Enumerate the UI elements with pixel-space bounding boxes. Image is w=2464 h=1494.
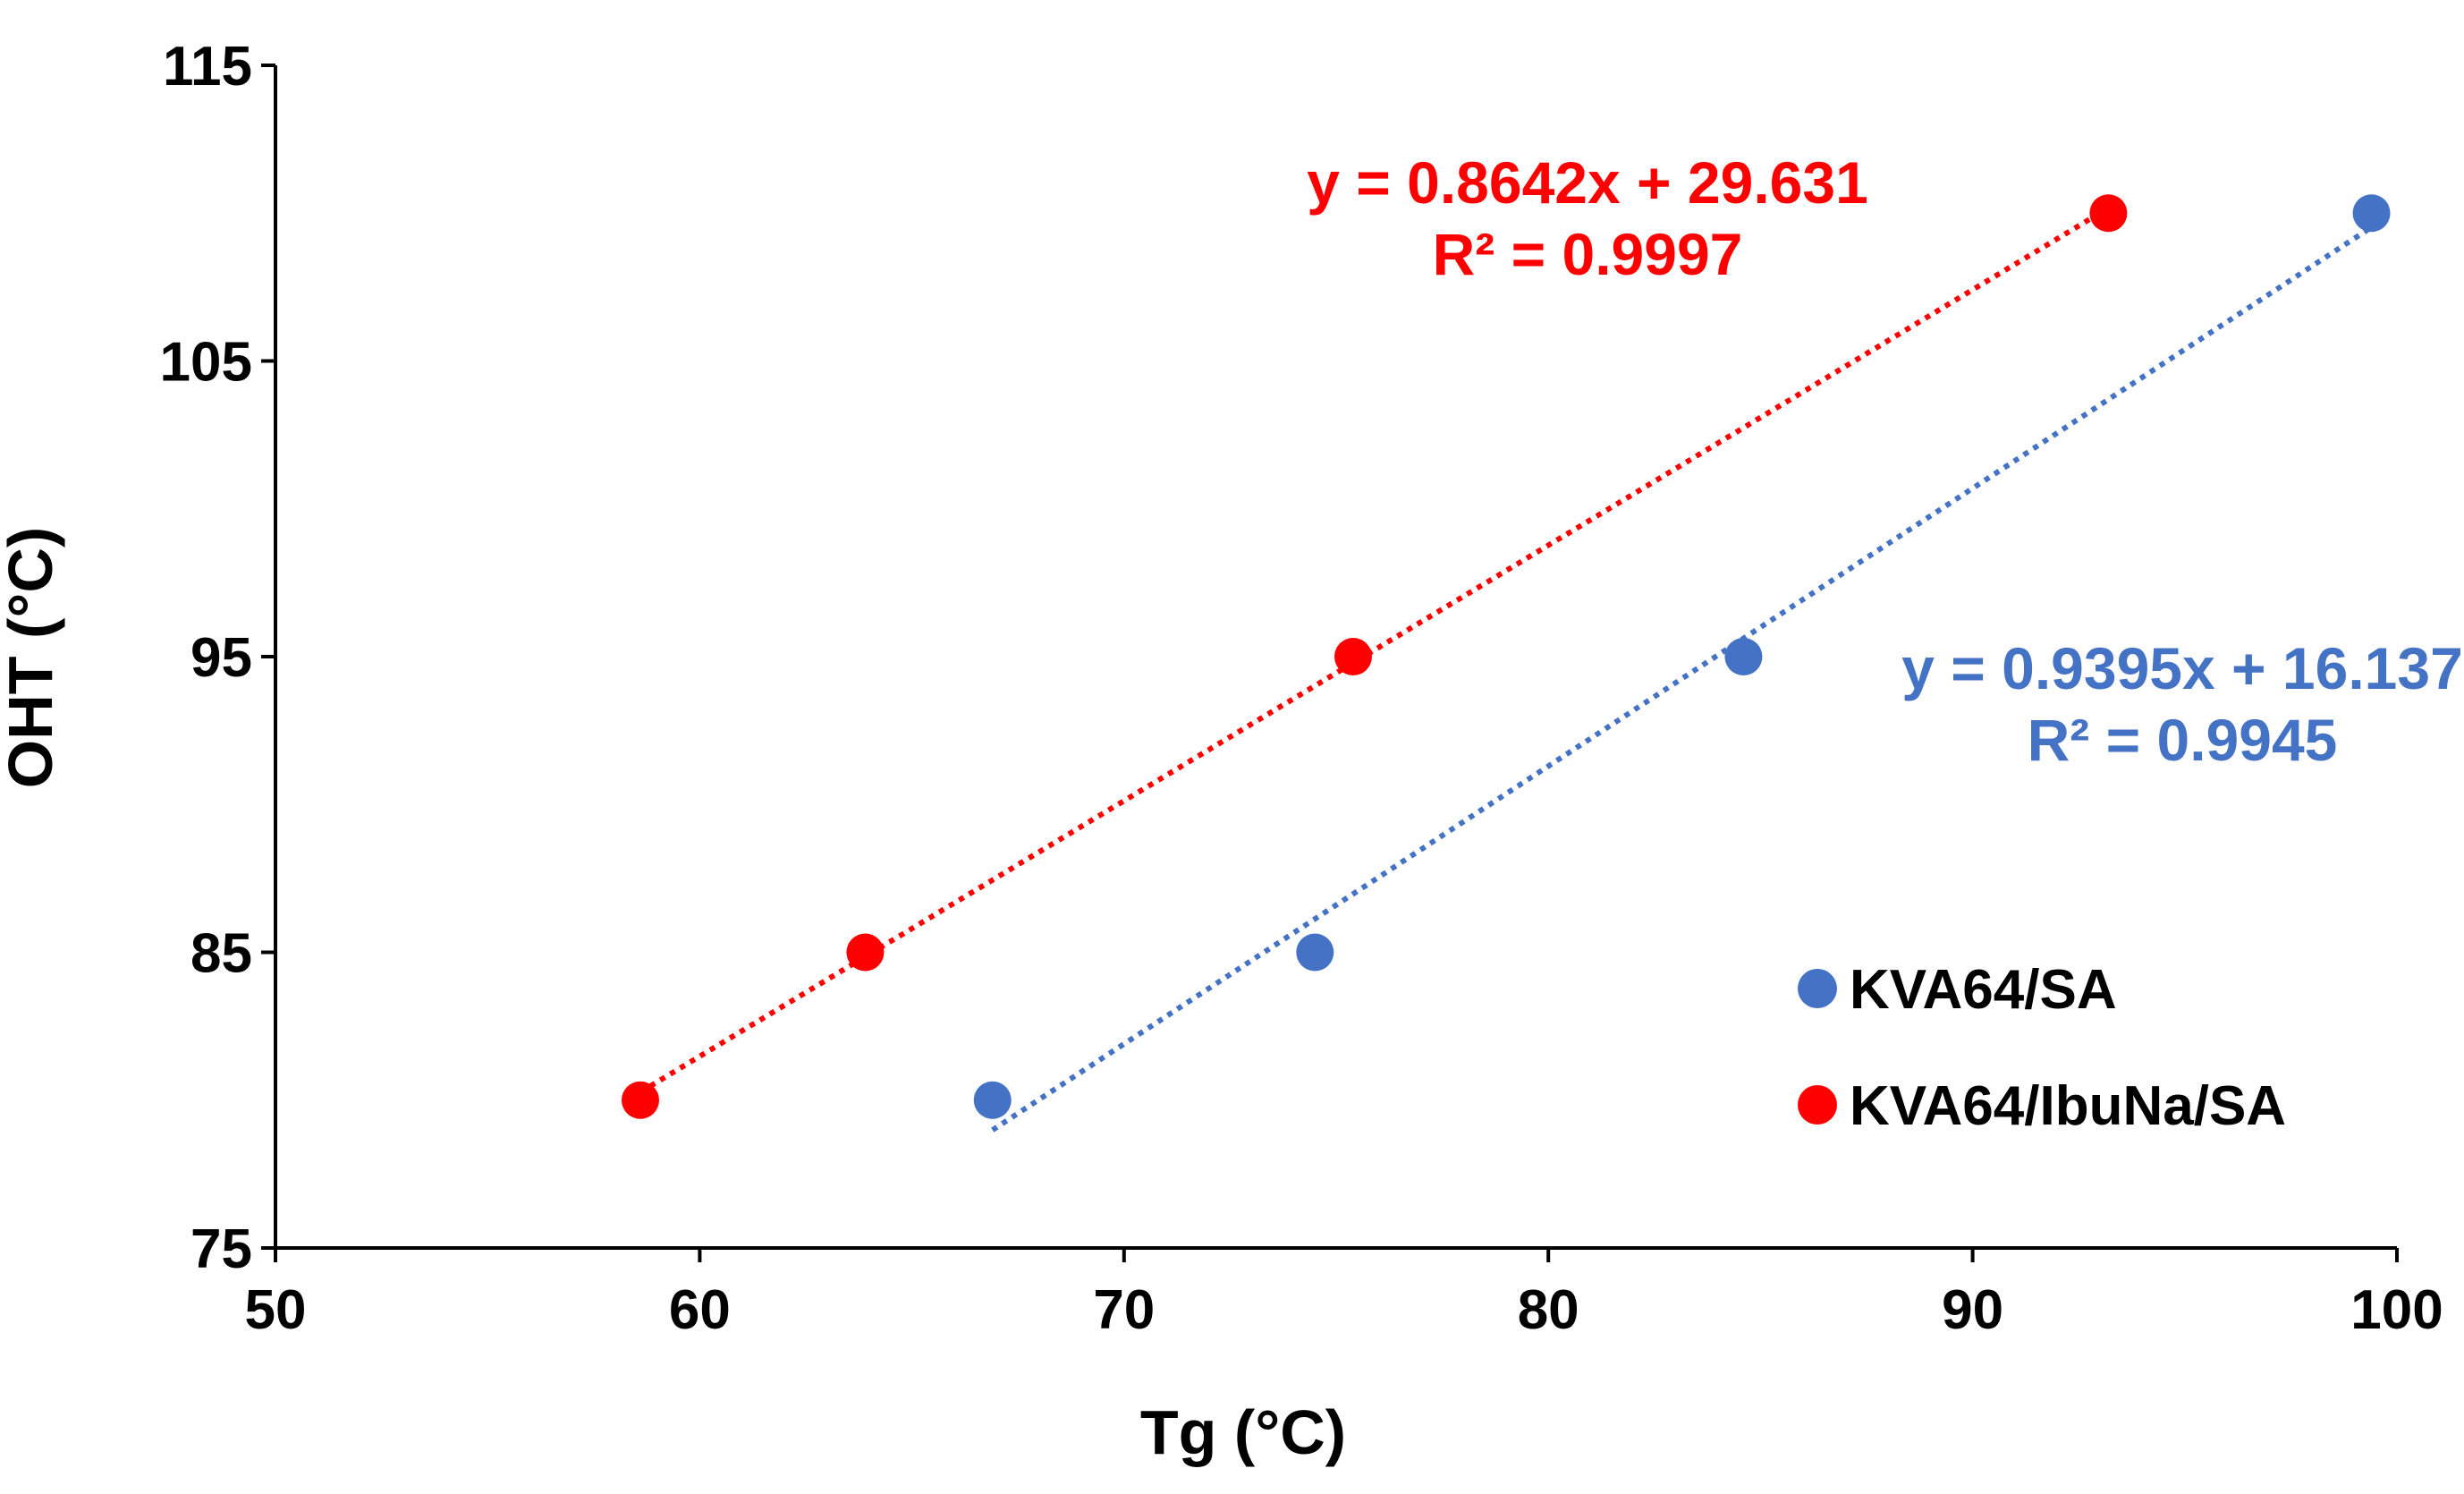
y-tick-label: 95 bbox=[191, 627, 252, 689]
x-tick-label: 80 bbox=[1518, 1279, 1579, 1341]
y-tick-label: 85 bbox=[191, 923, 252, 985]
y-tick-label: 105 bbox=[160, 332, 252, 394]
legend-item-kva64-sa: KVA64/SA bbox=[1798, 959, 2117, 1021]
equation-text: y = 0.8642x + 29.631 bbox=[1307, 149, 1868, 216]
x-tick-label: 70 bbox=[1093, 1279, 1155, 1341]
data-point-kva64-sa bbox=[1724, 638, 1763, 675]
legend-item-kva64-ibuna-sa: KVA64/IbuNa/SA bbox=[1798, 1075, 2286, 1137]
x-tick-label: 90 bbox=[1942, 1279, 2003, 1341]
equation-text: y = 0.9395x + 16.137 bbox=[1901, 635, 2463, 701]
data-point-kva64-ibuna-sa bbox=[621, 1081, 659, 1119]
r-squared-text: R² = 0.9997 bbox=[1433, 221, 1743, 287]
y-tick-label: 115 bbox=[163, 36, 252, 98]
data-point-kva64-ibuna-sa bbox=[846, 933, 885, 972]
data-point-kva64-sa bbox=[2352, 194, 2391, 233]
data-point-kva64-sa bbox=[1296, 933, 1334, 972]
y-axis-ticks: 75 85 95 105 115 bbox=[160, 36, 275, 1280]
data-point-kva64-ibuna-sa bbox=[2089, 194, 2128, 233]
legend-marker-kva64-sa bbox=[1798, 969, 1837, 1008]
legend-label-kva64-ibuna-sa: KVA64/IbuNa/SA bbox=[1850, 1075, 2286, 1137]
trendline-kva64-sa bbox=[991, 225, 2374, 1133]
x-tick-label: 100 bbox=[2350, 1279, 2443, 1341]
x-tick-label: 60 bbox=[669, 1279, 731, 1341]
trendlines bbox=[639, 205, 2374, 1133]
data-points bbox=[621, 194, 2391, 1119]
data-point-kva64-sa bbox=[973, 1081, 1012, 1119]
legend: KVA64/SA KVA64/IbuNa/SA bbox=[1798, 959, 2286, 1137]
trendline-equation-kva64-ibuna-sa: y = 0.8642x + 29.631 R² = 0.9997 bbox=[1307, 149, 1868, 287]
r-squared-text: R² = 0.9945 bbox=[2028, 707, 2338, 773]
x-axis-ticks: 50 60 70 80 90 100 bbox=[245, 1248, 2443, 1341]
x-tick-label: 50 bbox=[245, 1279, 307, 1341]
x-axis-title: Tg (°C) bbox=[1140, 1397, 1346, 1467]
trendline-equation-kva64-sa: y = 0.9395x + 16.137 R² = 0.9945 bbox=[1901, 635, 2463, 773]
data-point-kva64-ibuna-sa bbox=[1334, 638, 1372, 675]
plot-area: 75 85 95 105 115 50 60 70 80 90 100 bbox=[160, 36, 2443, 1341]
legend-label-kva64-sa: KVA64/SA bbox=[1850, 959, 2117, 1021]
y-axis-title: OHT (°C) bbox=[0, 527, 65, 788]
y-tick-label: 75 bbox=[191, 1218, 252, 1280]
legend-marker-kva64-ibuna-sa bbox=[1798, 1085, 1837, 1125]
